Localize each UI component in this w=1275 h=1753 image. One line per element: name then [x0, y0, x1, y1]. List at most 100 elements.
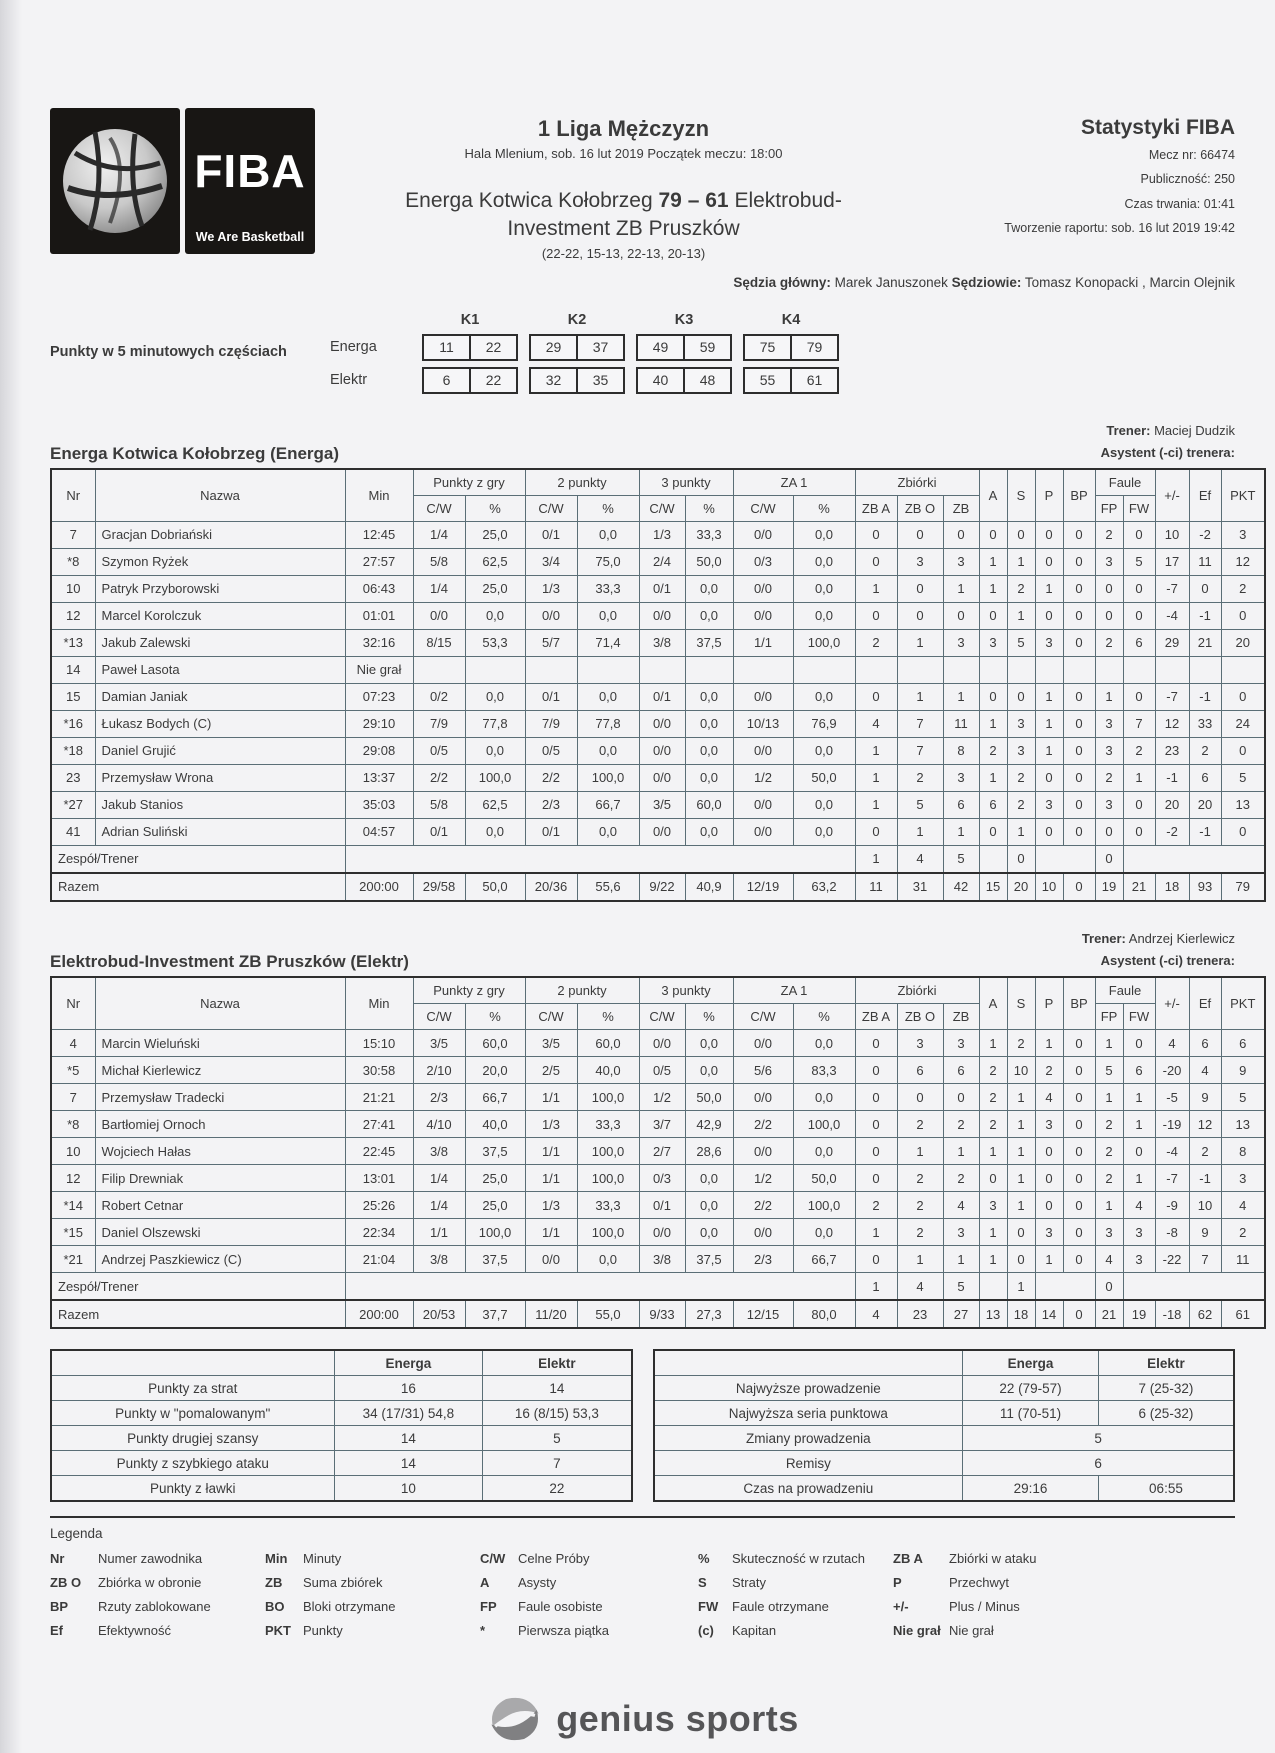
stat-cell: 1	[1006, 601, 1036, 630]
legend-abbreviation: BP	[50, 1599, 69, 1615]
stat-cell: 1	[854, 790, 898, 819]
stat-cell	[684, 655, 734, 684]
stat-cell: 0	[854, 1245, 898, 1274]
stat-cell: 0,0	[684, 1029, 734, 1058]
stat-cell: 0/0	[412, 601, 466, 630]
summary-row: Punkty z szybkiego ataku 14 7	[50, 1450, 632, 1477]
stat-cell	[1154, 655, 1190, 684]
stat-cell: 0	[1006, 1218, 1036, 1247]
stat-cell: 3	[942, 763, 980, 792]
stat-cell: -4	[1154, 601, 1190, 630]
stat-cell: 3/8	[638, 1245, 686, 1274]
stat-cell: 0/0	[732, 1137, 794, 1166]
total-cell: 15	[978, 871, 1008, 902]
stat-cell: 7	[1188, 1245, 1222, 1274]
stat-cell: 0,0	[792, 736, 856, 765]
legend-description: Celne Próby	[518, 1551, 590, 1567]
stat-cell: 66,7	[792, 1245, 856, 1274]
stat-cell: 0	[978, 1164, 1008, 1193]
stat-cell: -2	[1188, 520, 1222, 549]
stat-cell: 0,0	[792, 682, 856, 711]
stat-cell: 0/5	[412, 736, 466, 765]
quarter-period-label: K2	[567, 311, 587, 328]
stat-cell: 2	[942, 1110, 980, 1139]
summary-tables: Energa Elektr Punkty za strat 16 14 Punkty w …	[50, 1349, 1235, 1503]
stat-cell: 32:16	[344, 628, 414, 657]
stat-cell: 2	[1006, 763, 1036, 792]
summary-team-header: Energa	[333, 1349, 484, 1377]
stat-cell: 0	[978, 817, 1008, 846]
stat-cell: 2	[1006, 574, 1036, 603]
stat-cell: 0/0	[732, 1218, 794, 1247]
stat-cell: 0,0	[684, 574, 734, 603]
quarter-score-box: 32 35	[529, 366, 625, 394]
stat-cell: 0	[896, 574, 944, 603]
total-cell: 200:00	[344, 871, 414, 902]
total-cell: 37,7	[464, 1299, 526, 1329]
player-row: 7 Gracjan Dobriański 12:45 1/4 25,0 0/1 0,0 1/3…	[50, 520, 1266, 549]
stat-cell: 3	[1006, 736, 1036, 765]
legend-abbreviation: C/W	[480, 1551, 506, 1567]
stat-cell: 12:45	[344, 520, 414, 549]
stat-cell: 3	[1094, 1218, 1124, 1247]
summary-label: Czas na prowadzeniu	[652, 1475, 964, 1502]
total-cell: 9/22	[638, 871, 686, 902]
legend-description: Faule osobiste	[518, 1599, 603, 1615]
stat-cell: 4	[854, 709, 898, 738]
stat-cell: 33,3	[576, 1191, 640, 1220]
stat-cell: 11	[1220, 1245, 1266, 1274]
stat-cell: 0	[1122, 520, 1156, 549]
stat-cell: 1	[1122, 763, 1156, 792]
stat-cell: 0	[854, 547, 898, 576]
stat-cell: 0,0	[684, 601, 734, 630]
meta-match-number: Mecz nr: 66474	[1148, 148, 1235, 162]
stat-cell: 1	[942, 817, 980, 846]
stat-cell: 2	[978, 1110, 1008, 1139]
total-cell: 61	[1220, 1299, 1266, 1329]
quarter-score-box: 75 79	[743, 333, 839, 361]
stat-cell: 1	[896, 817, 944, 846]
stat-cell: 1	[1006, 1191, 1036, 1220]
total-cell: 40,9	[684, 871, 734, 902]
stat-cell: *18	[50, 736, 96, 765]
stat-cell: 0/0	[732, 790, 794, 819]
quarter-score-row: Energa 11 22 29 37 49 59 75 79	[330, 333, 850, 361]
player-name: Przemysław Tradecki	[94, 1083, 346, 1112]
stat-cell: 2	[1122, 736, 1156, 765]
team2-name: Elektrobud-Investment ZB Pruszków (Elekt…	[50, 952, 409, 972]
stat-cell: 25:26	[344, 1191, 414, 1220]
stat-cell: 3/5	[638, 790, 686, 819]
player-name: Michał Kierlewicz	[94, 1056, 346, 1085]
player-row: *16 Łukasz Bodych (C) 29:10 7/9 77,8 7/9 77,8 0…	[50, 709, 1266, 738]
stat-cell: 3	[978, 628, 1008, 657]
stat-cell: 3	[1122, 1218, 1156, 1247]
stat-cell: 1	[978, 709, 1008, 738]
stat-cell: 0,0	[576, 736, 640, 765]
stat-cell: 14	[50, 655, 96, 684]
legend-abbreviation: S	[698, 1575, 707, 1591]
stat-cell: 0	[1034, 547, 1064, 576]
legend-description: Plus / Minus	[949, 1599, 1020, 1615]
quarter-period-label: K1	[460, 311, 480, 328]
fiba-acronym: FIBA	[194, 145, 306, 197]
legend-description: Skuteczność w rzutach	[732, 1551, 865, 1567]
summary-label: Zmiany prowadzenia	[652, 1425, 964, 1452]
stat-cell: 0,0	[684, 736, 734, 765]
column-header: 3 punkty	[638, 468, 734, 496]
team1-coach-lines: Trener: Maciej Dudzik Asystent (-ci) tre…	[1101, 420, 1235, 464]
stat-cell: 100,0	[464, 1218, 526, 1247]
meta-report-created: Tworzenie raportu: sob. 16 lut 2019 19:4…	[1004, 221, 1235, 236]
stat-cell: 1/3	[524, 574, 578, 603]
report-header: FIBA We Are Basketball 1 Liga Mężczyzn H…	[50, 108, 1235, 261]
summary-row: Punkty za strat 16 14	[50, 1375, 632, 1402]
stat-cell: Nie grał	[344, 655, 414, 684]
player-row: *8 Szymon Ryżek 27:57 5/8 62,5 3/4 75,0 2/4 50,0…	[50, 547, 1266, 576]
stat-cell: 0/0	[732, 682, 794, 711]
player-name: Bartłomiej Ornoch	[94, 1110, 346, 1139]
quarter-score-value: 49	[652, 339, 669, 356]
total-cell: 21	[1094, 1299, 1124, 1329]
meta-attendance: Publiczność: 250	[1140, 172, 1235, 187]
stat-cell	[1094, 655, 1124, 684]
stat-cell: 5	[1220, 763, 1266, 792]
column-subheader: FW	[1122, 1003, 1156, 1031]
